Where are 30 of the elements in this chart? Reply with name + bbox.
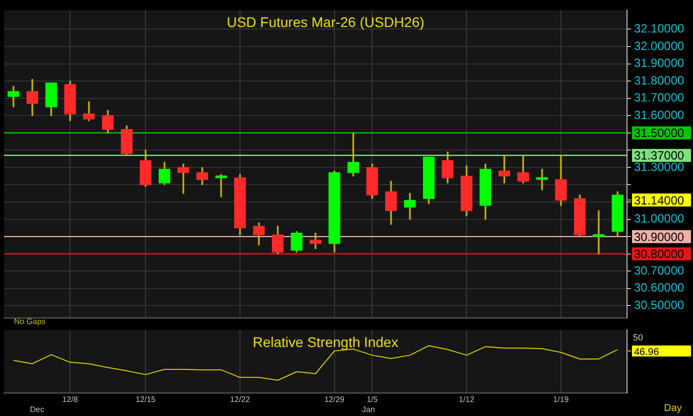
chart-title: USD Futures Mar-26 (USDH26) [226,14,424,30]
x-tick-label: 12/8 [62,395,78,404]
y-tick-label: 31.60000 [634,108,684,122]
text: 46.96 [634,346,660,358]
text: Jan [362,405,375,414]
x-tick-label: 12/15 [136,395,156,404]
x-tick-label: 12/29 [324,395,345,404]
text: 31.14000 [634,193,684,208]
ref-line-label: 30.80000 [634,247,684,262]
ref-line-label: 30.90000 [634,230,684,244]
y-tick-label: 31.80000 [634,73,684,88]
y-tick-label: 32.00000 [634,38,684,53]
candlestick [536,168,548,190]
ref-line-label: 31.50000 [634,126,684,140]
y-tick-label: 32.10000 [634,22,684,36]
y-tick-label: 30.70000 [634,263,684,278]
text: Day [664,402,682,414]
y-tick-label: 30.50000 [634,298,684,312]
y-tick-label: 31.90000 [634,56,684,70]
y-tick-label: 31.00000 [634,212,684,226]
y-tick-label: 31.70000 [634,90,684,105]
annotation: No Gaps [14,317,46,326]
text: 50 [633,332,644,342]
text: Dec [30,405,44,414]
y-tick-label: 30.60000 [634,280,684,295]
x-tick-label: 12/22 [230,395,251,404]
chart-title: Relative Strength Index [252,334,398,350]
x-tick-label: 1/19 [553,395,570,404]
x-tick-label: 1/5 [366,395,378,404]
x-tick-label: 1/12 [458,395,475,404]
